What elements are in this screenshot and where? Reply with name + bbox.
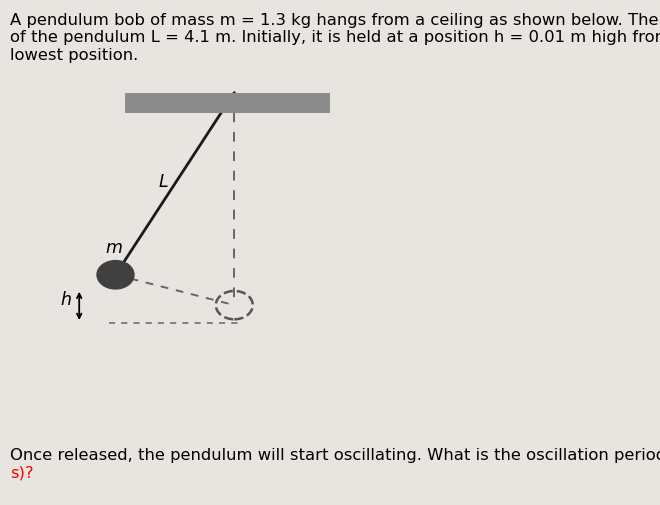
Text: Once released, the pendulum will start oscillating. What is the oscillation peri: Once released, the pendulum will start o…	[10, 447, 660, 462]
Text: h: h	[61, 290, 71, 308]
Text: A pendulum bob of mass m = 1.3 kg hangs from a ceiling as shown below. The lengt: A pendulum bob of mass m = 1.3 kg hangs …	[10, 13, 660, 28]
Bar	[125, 93, 330, 114]
Text: m: m	[105, 238, 122, 257]
Text: of the pendulum L = 4.1 m. Initially, it is held at a position h = 0.01 m high f: of the pendulum L = 4.1 m. Initially, it…	[10, 30, 660, 45]
Circle shape	[97, 261, 134, 289]
Text: s)?: s)?	[10, 465, 34, 480]
Text: lowest position.: lowest position.	[10, 48, 138, 63]
Text: L: L	[159, 173, 168, 191]
